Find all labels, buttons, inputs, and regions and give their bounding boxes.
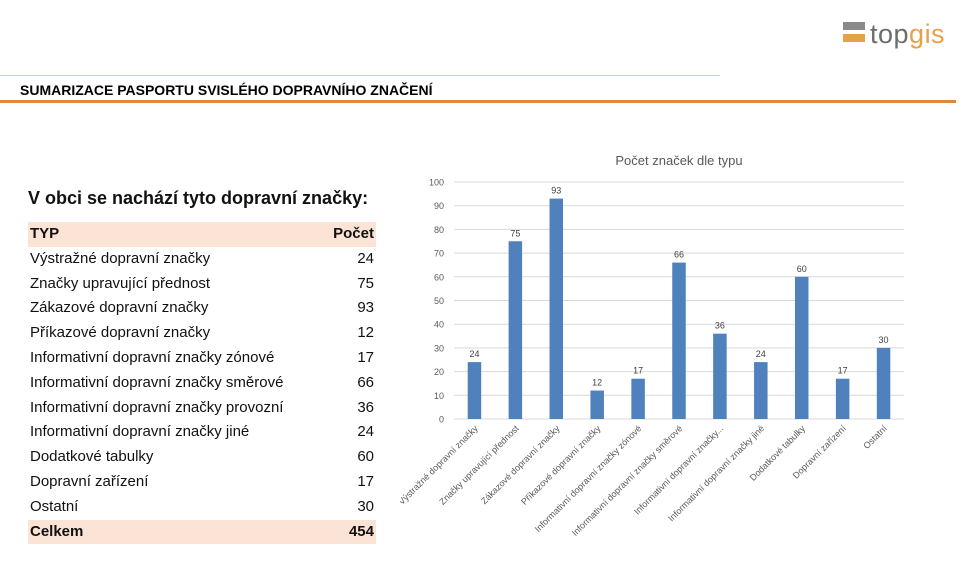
category-label: Výstražné dopravní značky [400, 423, 480, 507]
bar [713, 333, 727, 419]
table-row: Značky upravující přednost 75 [28, 272, 376, 297]
bar [590, 390, 604, 419]
bar [467, 362, 482, 419]
data-label: 93 [551, 186, 561, 196]
row-count: 30 [357, 497, 374, 515]
y-tick-label: 70 [434, 249, 444, 259]
row-count: 93 [357, 299, 374, 317]
row-type: Informativní dopravní značky provozní [30, 398, 284, 416]
y-tick-label: 40 [434, 320, 444, 330]
total-label: Celkem [28, 519, 325, 545]
row-type: Dopravní zařízení [30, 472, 149, 490]
row-type: Dodatkové tabulky [30, 448, 154, 466]
table-heading: V obci se nachází tyto dopravní značky: [28, 188, 369, 208]
data-label: 24 [469, 349, 479, 359]
row-count: 24 [357, 249, 374, 267]
category-label: Zákazové dopravní značky [479, 423, 562, 506]
row-count: 36 [357, 398, 374, 416]
data-label: 75 [510, 228, 520, 238]
category-label: Příkazové dopravní značky [519, 423, 603, 507]
data-label: 17 [838, 366, 848, 376]
table-row: Ostatní 30 [28, 495, 376, 520]
category-label: Ostatní [861, 423, 889, 451]
row-count: 66 [357, 373, 374, 391]
row-count: 60 [357, 448, 374, 466]
bar [549, 198, 564, 419]
table-row: Zákazové dopravní značky 93 [28, 296, 376, 321]
page-title: SUMARIZACE PASPORTU SVISLÉHO DOPRAVNÍHO … [20, 82, 433, 98]
table-row: Dodatkové tabulky 60 [28, 445, 376, 470]
row-type: Ostatní [30, 497, 79, 515]
data-label: 30 [879, 335, 889, 345]
row-type: Značky upravující přednost [30, 274, 211, 292]
row-type: Příkazové dopravní značky [30, 324, 211, 342]
y-tick-label: 0 [439, 415, 444, 425]
y-tick-label: 20 [434, 367, 444, 377]
row-type: Zákazové dopravní značky [30, 299, 209, 317]
header-divider [0, 100, 956, 103]
bar [508, 241, 523, 419]
row-count: 17 [357, 472, 374, 490]
data-label: 66 [674, 250, 684, 260]
row-count: 17 [357, 348, 374, 366]
table-row: Informativní dopravní značky zónové 17 [28, 346, 376, 371]
logo-text: topgis [870, 19, 946, 49]
data-label: 36 [715, 321, 725, 331]
row-type: Informativní dopravní značky jiné [30, 423, 250, 441]
table-row: Výstražné dopravní značky 24 [28, 247, 376, 272]
column-header-count: Počet [324, 222, 376, 247]
y-tick-label: 50 [434, 296, 444, 306]
bar-chart: Počet značek dle typu 0 10 20 30 40 50 60 70 80 90… [400, 153, 904, 538]
y-tick-label: 60 [434, 272, 444, 282]
row-type: Výstražné dopravní značky [30, 249, 211, 267]
y-tick-label: 80 [434, 225, 444, 235]
row-count: 75 [357, 274, 374, 292]
y-tick-label: 90 [434, 201, 444, 211]
bar [876, 347, 891, 419]
bar [835, 378, 850, 419]
summary-table: TYP Počet Výstražné dopravní značky 24 Zna… [28, 222, 376, 545]
table-row: Příkazové dopravní značky 12 [28, 321, 376, 346]
logo-mark-icon [843, 22, 865, 42]
total-value: 454 [324, 519, 376, 545]
column-header-type: TYP [28, 222, 325, 247]
topgis-logo: topgis [843, 18, 955, 52]
y-tick-label: 100 [429, 178, 444, 188]
bar [794, 276, 809, 419]
header-thin-divider [0, 75, 720, 76]
table-row: Informativní dopravní značky směrové 66 [28, 371, 376, 396]
data-label: 17 [633, 366, 643, 376]
y-tick-label: 30 [434, 343, 444, 353]
data-label: 60 [797, 264, 807, 274]
category-label: Značky upravující přednost [437, 423, 521, 507]
bar [672, 262, 686, 419]
chart-title: Počet značek dle typu [615, 153, 742, 168]
table-header-row: TYP Počet [28, 222, 376, 247]
row-count: 12 [357, 324, 374, 342]
data-label: 24 [756, 349, 766, 359]
table-row: Informativní dopravní značky jiné 24 [28, 420, 376, 445]
row-type: Informativní dopravní značky směrové [30, 373, 284, 391]
table-row: Informativní dopravní značky provozní 36 [28, 396, 376, 421]
y-tick-label: 10 [434, 391, 444, 401]
table-total-row: Celkem 454 [28, 519, 376, 545]
bar [631, 378, 645, 419]
row-type: Informativní dopravní značky zónové [30, 348, 275, 366]
bar [754, 362, 768, 419]
data-label: 12 [592, 378, 602, 388]
table-row: Dopravní zařízení 17 [28, 470, 376, 495]
row-count: 24 [357, 423, 374, 441]
